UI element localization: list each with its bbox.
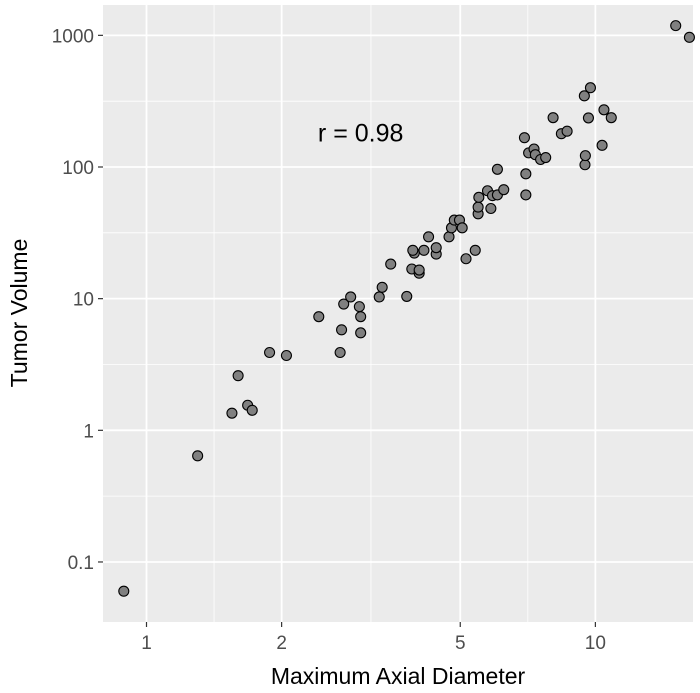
data-point <box>670 20 682 32</box>
data-point <box>353 301 365 313</box>
data-point <box>520 189 532 201</box>
grid-lines <box>103 5 693 622</box>
data-point <box>430 242 442 254</box>
data-point <box>423 231 435 243</box>
x-tick-label: 2 <box>276 633 287 654</box>
data-point <box>598 104 610 116</box>
data-point <box>336 324 348 336</box>
data-point <box>118 585 130 597</box>
data-point <box>584 82 596 94</box>
y-tick-label: 1000 <box>52 26 94 47</box>
data-point <box>460 253 472 265</box>
data-point <box>579 150 591 162</box>
data-point <box>334 346 346 359</box>
data-point <box>561 125 573 137</box>
data-point <box>418 244 430 256</box>
x-tick-label: 10 <box>585 633 606 654</box>
data-point <box>469 244 481 256</box>
axes: 1 2 5 10 0.1 1 10 100 1000 <box>52 26 606 654</box>
x-tick-label: 1 <box>141 633 152 654</box>
data-point <box>473 191 485 203</box>
data-point <box>579 159 591 171</box>
data-point <box>413 264 425 276</box>
x-axis-title: Maximum Axial Diameter <box>271 663 526 689</box>
data-point <box>498 184 510 196</box>
data-point <box>485 202 497 215</box>
data-point <box>338 298 350 310</box>
data-point <box>232 370 244 382</box>
y-tick-label: 10 <box>73 290 94 311</box>
data-point <box>540 151 552 164</box>
data-point <box>407 244 419 256</box>
data-point <box>192 450 204 462</box>
data-point <box>376 281 388 293</box>
correlation-annotation: r = 0.98 <box>318 119 403 147</box>
data-point <box>518 132 530 144</box>
data-point <box>578 90 590 102</box>
data-point <box>547 112 559 124</box>
data-point <box>226 407 238 419</box>
data-point <box>246 404 258 416</box>
data-point <box>472 201 484 213</box>
data-point <box>355 327 367 339</box>
x-tick-label: 5 <box>455 633 466 654</box>
data-point <box>520 168 532 180</box>
data-point <box>456 222 468 234</box>
data-point <box>605 112 617 124</box>
data-point <box>443 231 455 243</box>
data-point <box>582 112 594 124</box>
data-point <box>313 311 325 323</box>
y-tick-label: 0.1 <box>68 553 94 574</box>
data-point <box>264 346 276 359</box>
data-point <box>683 31 695 43</box>
data-point <box>345 291 357 303</box>
data-points <box>118 20 695 597</box>
y-tick-label: 1 <box>83 421 94 442</box>
data-point <box>596 139 608 151</box>
y-tick-label: 100 <box>62 158 94 179</box>
data-point <box>385 258 397 270</box>
data-point <box>373 291 385 303</box>
y-axis-title: Tumor Volume <box>6 239 32 388</box>
plot-panel <box>103 5 693 622</box>
data-point <box>280 349 292 362</box>
data-point <box>401 290 413 302</box>
data-point <box>355 311 367 323</box>
data-point <box>491 163 503 175</box>
